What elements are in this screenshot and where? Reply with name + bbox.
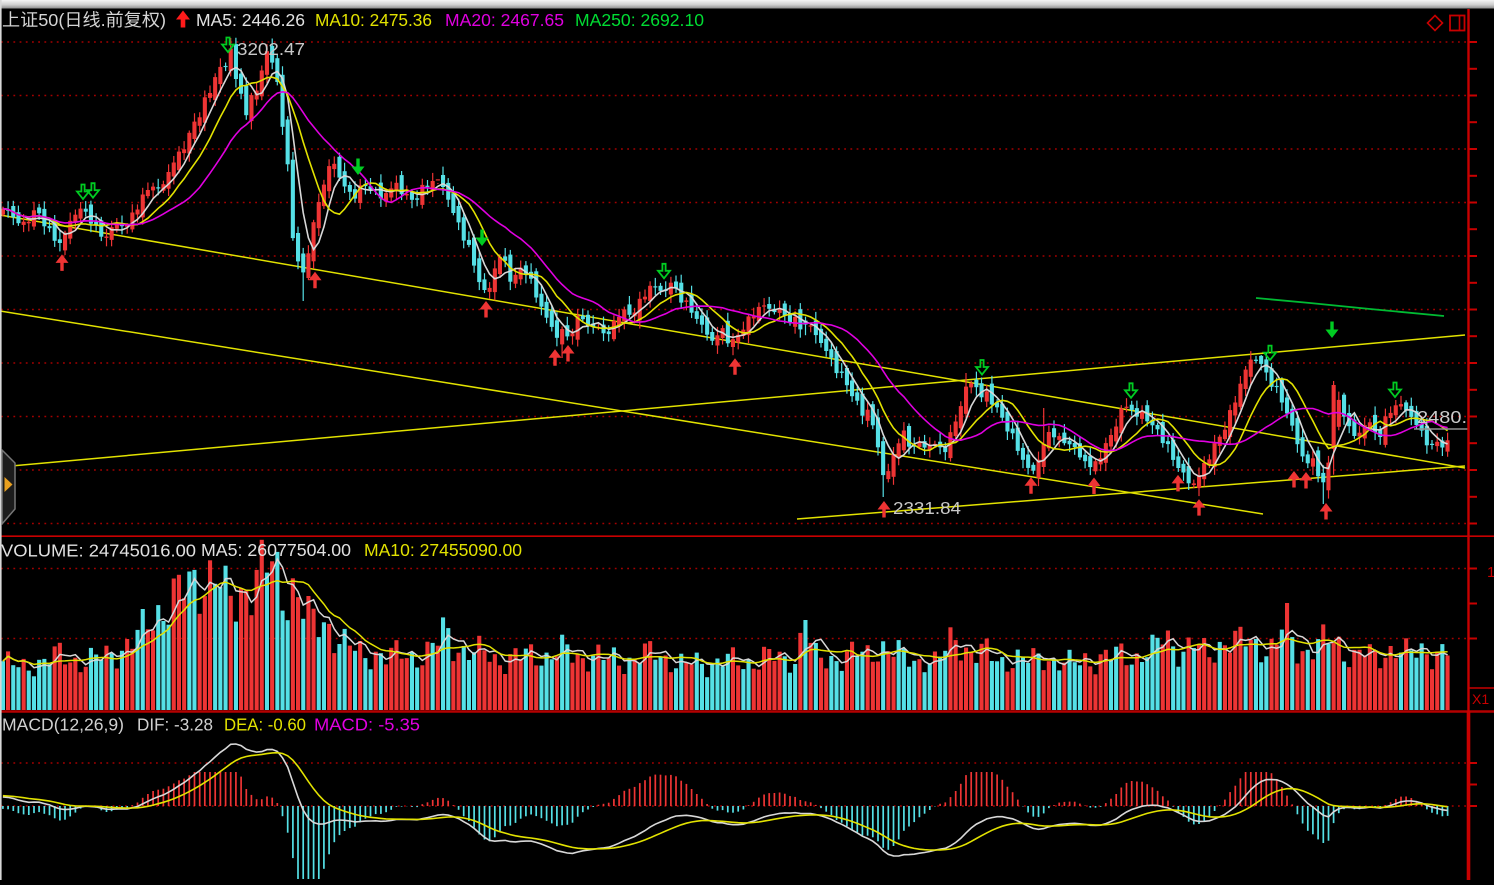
svg-text:MA5: 2446.26: MA5: 2446.26 (196, 10, 305, 30)
svg-text:MA10: 2475.36: MA10: 2475.36 (315, 10, 432, 30)
svg-text:2480.: 2480. (1417, 407, 1467, 427)
svg-text:MA20: 2467.65: MA20: 2467.65 (445, 10, 564, 30)
svg-text:1: 1 (1487, 564, 1494, 581)
svg-text:上证50(日线.前复权): 上证50(日线.前复权) (2, 10, 166, 30)
svg-text:MACD: -5.35: MACD: -5.35 (314, 715, 420, 735)
svg-text:3202.47: 3202.47 (237, 39, 305, 59)
svg-text:MA250: 2692.10: MA250: 2692.10 (575, 10, 704, 30)
svg-text:MA10: 27455090.00: MA10: 27455090.00 (364, 540, 522, 560)
svg-text:X1: X1 (1472, 691, 1489, 707)
svg-text:DEA: -0.60: DEA: -0.60 (224, 715, 306, 735)
svg-text:MA5: 26077504.00: MA5: 26077504.00 (201, 540, 351, 560)
svg-text:MACD(12,26,9): MACD(12,26,9) (2, 715, 124, 735)
svg-text:VOLUME: 24745016.00: VOLUME: 24745016.00 (1, 541, 196, 561)
svg-text:DIF: -3.28: DIF: -3.28 (137, 715, 213, 735)
svg-text:2331.84: 2331.84 (893, 498, 961, 518)
